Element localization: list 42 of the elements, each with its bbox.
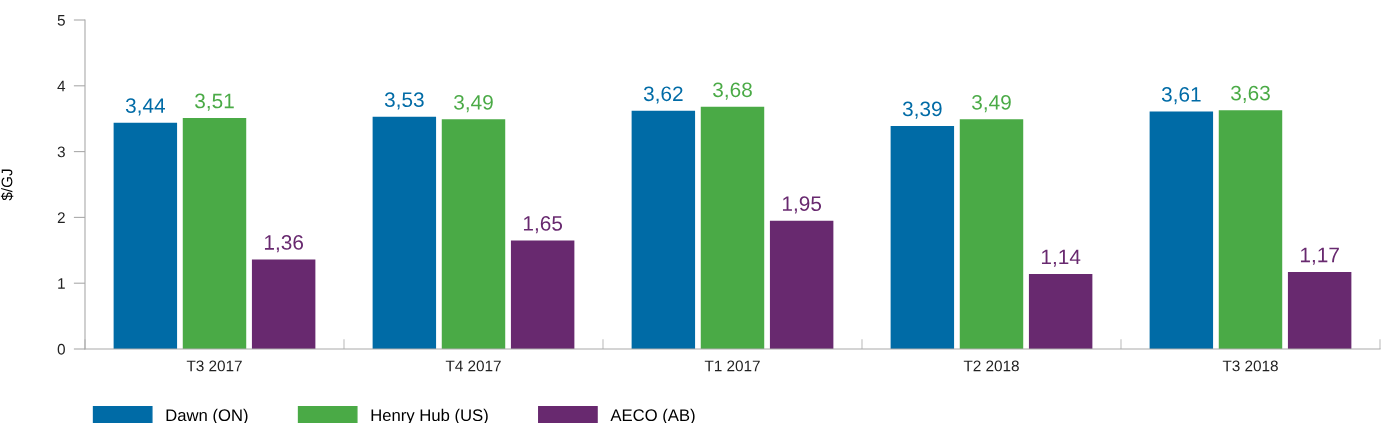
bar [113,122,178,349]
y-tick-label: 3 [57,146,65,158]
bar [372,116,437,349]
bar [959,119,1024,349]
bar [441,119,506,349]
data-label: 3,68 [713,82,752,100]
data-label: 3,61 [1161,87,1201,105]
data-label: 1,65 [523,216,563,234]
x-tick-label: T3 2017 [186,360,242,372]
bar [1028,273,1093,349]
bar [182,118,247,349]
bar [890,125,955,349]
bar [1287,272,1352,349]
data-label: 3,49 [972,94,1011,113]
data-label: 3,63 [1231,85,1270,103]
x-tick-label: T4 2017 [445,360,501,372]
data-label: 1,36 [264,235,304,253]
y-tick-label: 1 [58,278,65,289]
bar [700,106,765,349]
data-label: 3,51 [195,93,234,111]
data-label: 1,95 [782,196,822,214]
x-tick-label: T3 2018 [1222,360,1278,372]
data-label: 3,49 [454,94,493,113]
x-tick-label: T1 2017 [704,360,760,372]
data-label: 3,44 [125,98,166,116]
data-label: 3,39 [902,101,942,119]
data-label: 3,53 [384,92,424,110]
bar [510,240,575,349]
data-label: 1,17 [1300,247,1339,265]
y-tick-label: 0 [57,343,65,355]
y-tick-label: 5 [57,15,65,26]
y-axis-title: $/GJ [0,169,14,201]
bar [251,259,316,349]
bar [1218,110,1283,349]
y-tick-label: 2 [57,212,65,223]
data-label: 1,14 [1041,249,1081,267]
data-label: 3,62 [643,86,683,104]
x-tick-label: T2 2018 [963,360,1019,372]
bar [769,220,834,349]
bar [631,110,696,349]
bar [1149,111,1214,349]
y-tick-label: 4 [57,80,66,92]
